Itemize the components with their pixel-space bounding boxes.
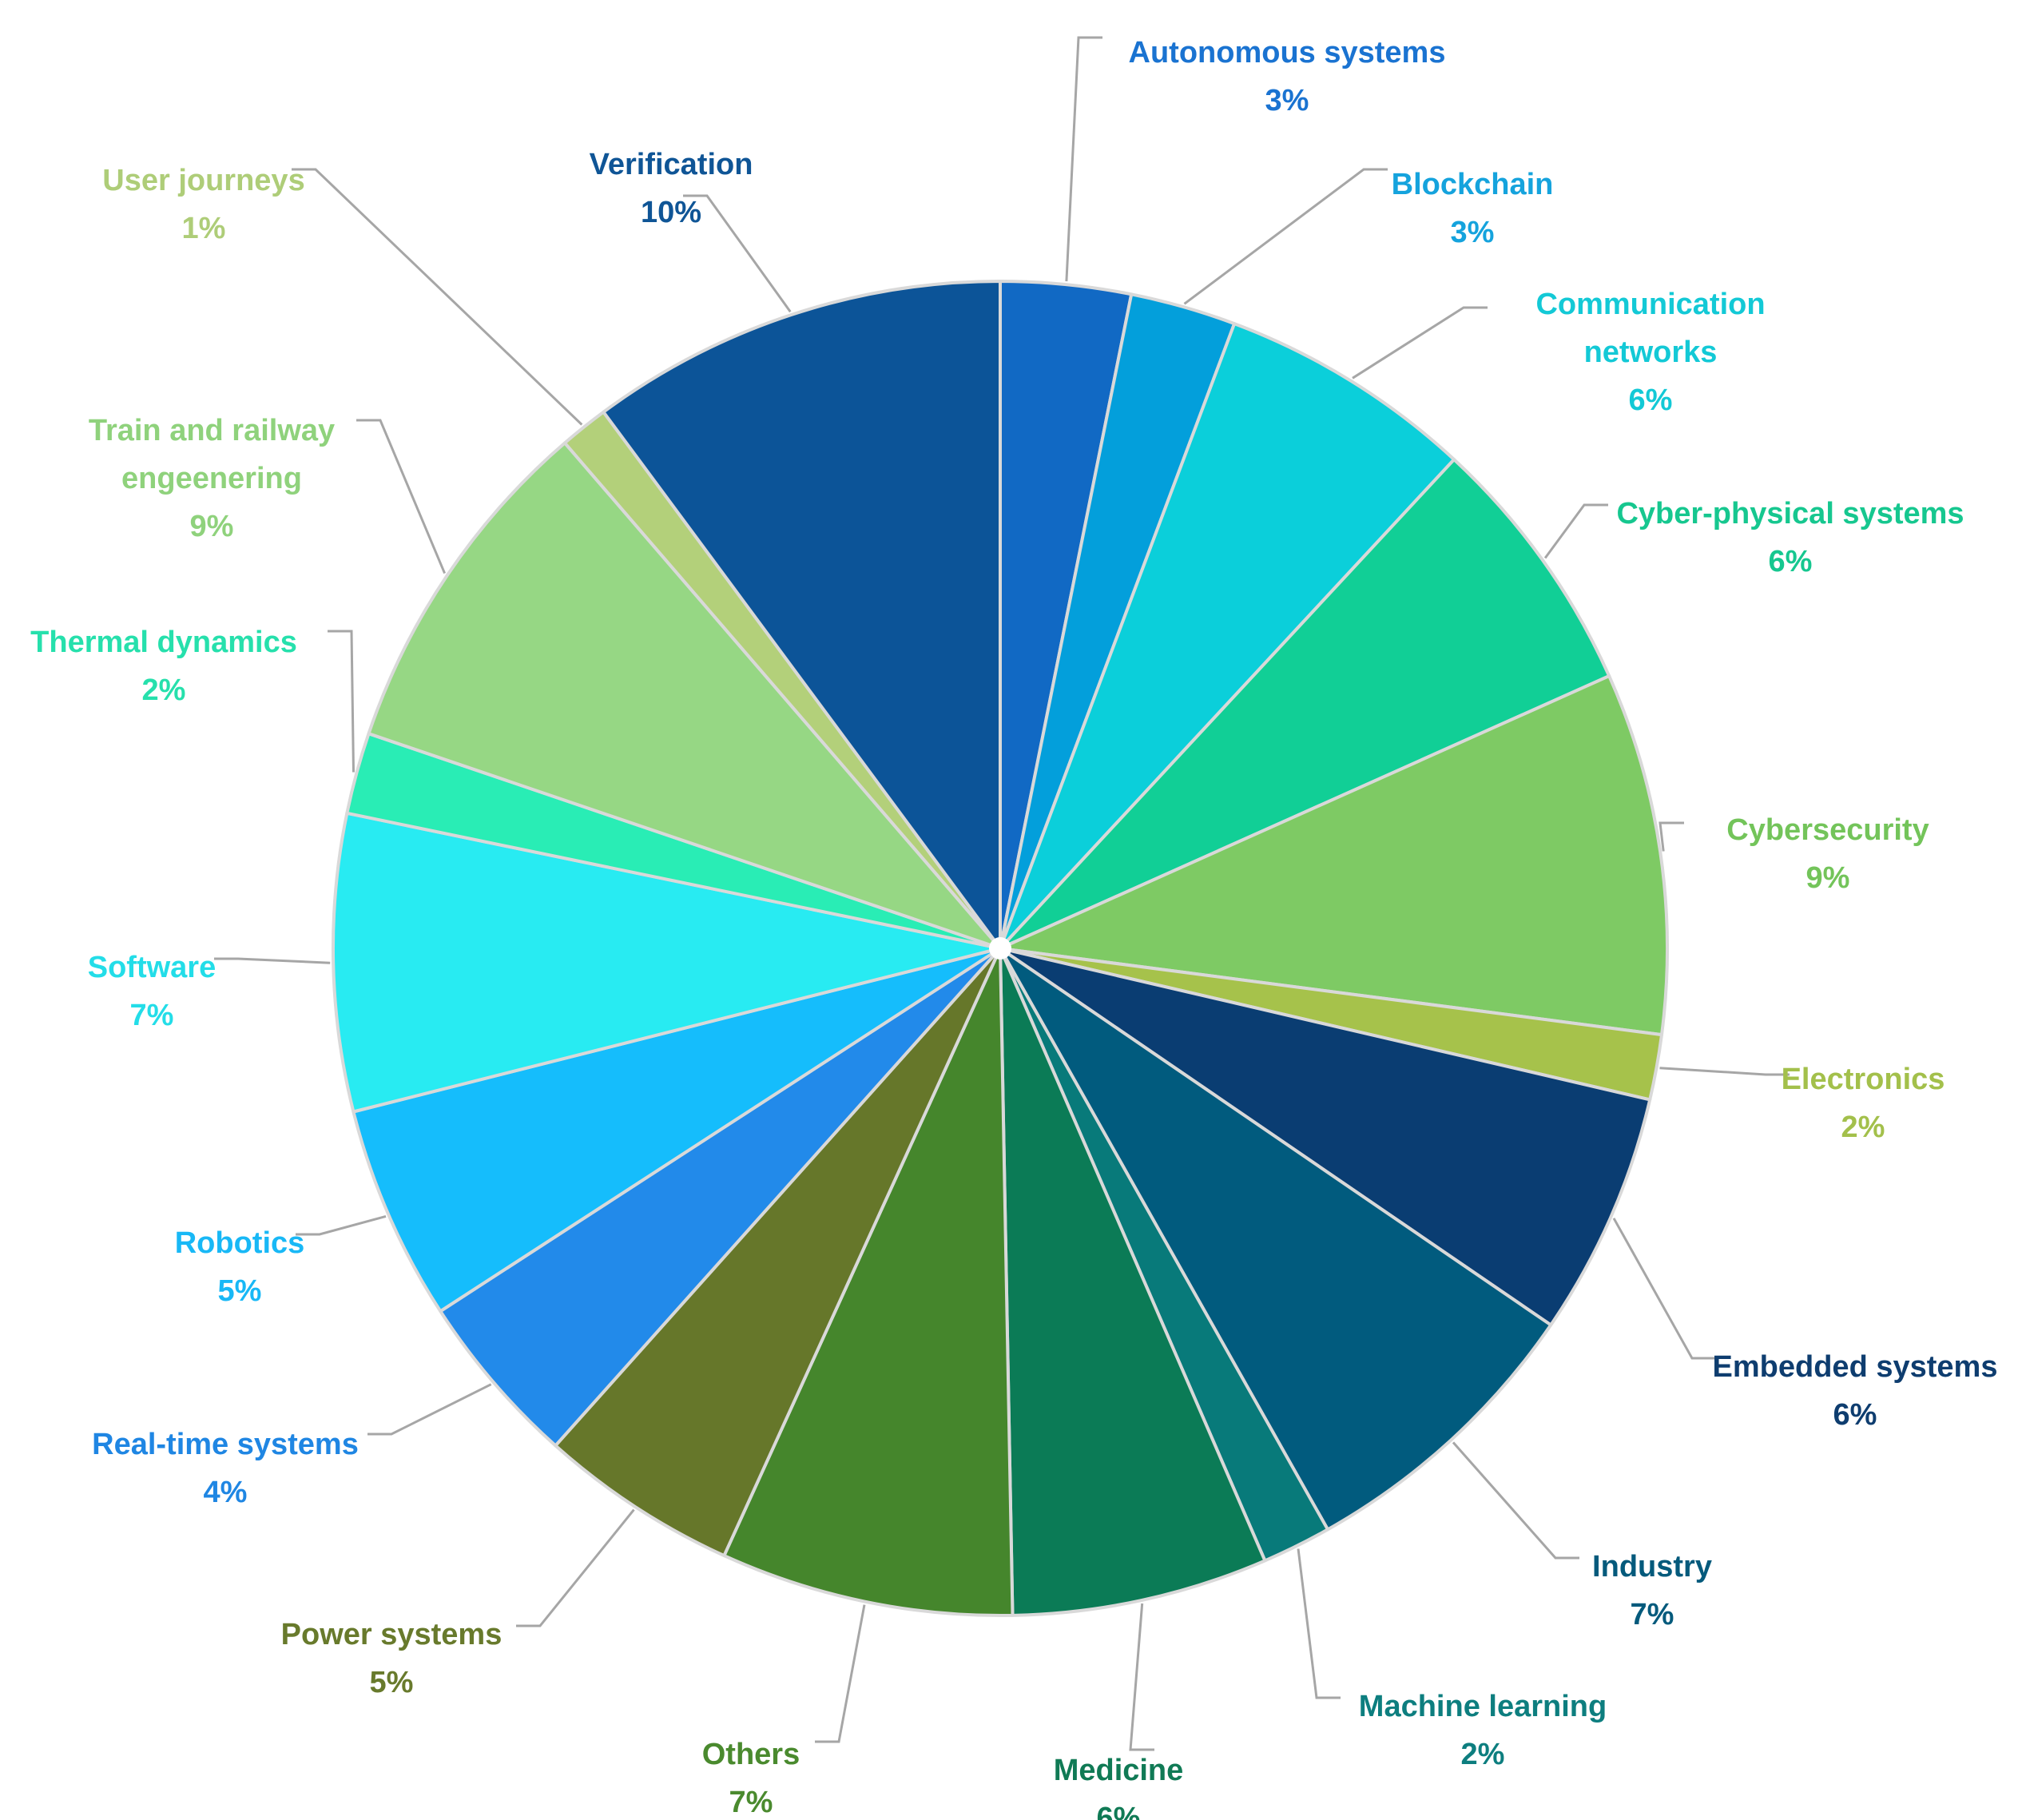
slice-percent: 6% (1097, 1802, 1141, 1820)
slice-percent: 7% (1631, 1598, 1674, 1631)
slice-percent: 6% (1833, 1398, 1877, 1432)
slice-label-others: Others 7% (702, 1738, 800, 1819)
slice-label-communication-networks: Communication networks 6% (1535, 288, 1765, 417)
slice-label-text: Embedded systems (1713, 1350, 1998, 1384)
pie-slice-others (722, 947, 1015, 1618)
leader-line-train-and-railway-engeenering (356, 419, 446, 574)
slice-percent: 5% (370, 1666, 414, 1699)
slice-percent: 5% (218, 1274, 262, 1308)
slice-label-text: Electronics (1782, 1063, 1945, 1096)
slice-label-text: Machine learning (1359, 1690, 1607, 1723)
pie-slice-software (331, 811, 1002, 1114)
leader-line-electronics (1659, 1067, 1790, 1076)
slice-label-text: networks (1584, 336, 1718, 369)
slice-label-text: engeenering (121, 462, 302, 495)
slice-label-text: User journeys (102, 164, 304, 197)
slice-label-text: Verification (590, 148, 753, 181)
pie-slice-cyber-physical-systems (999, 458, 1611, 950)
slice-label-text: Real-time systems (92, 1428, 359, 1461)
slice-label-text: Train and railway (89, 414, 335, 447)
slice-label-text: Others (702, 1738, 800, 1771)
leader-line-software (214, 957, 331, 964)
slice-label-blockchain: Blockchain 3% (1392, 168, 1554, 249)
leader-line-communication-networks (1352, 306, 1488, 379)
pie-slice-real-time-systems (439, 947, 1002, 1448)
slice-label-cyber-physical-systems: Cyber-physical systems 6% (1616, 497, 1964, 578)
slice-label-thermal-dynamics: Thermal dynamics 2% (30, 626, 297, 707)
leader-line-machine-learning (1297, 1548, 1341, 1699)
slice-label-user-journeys: User journeys 1% (102, 164, 304, 245)
slice-label-text: Cybersecurity (1726, 813, 1929, 847)
slice-percent: 6% (1769, 545, 1813, 578)
slice-label-industry: Industry 7% (1592, 1550, 1712, 1631)
slice-label-text: Blockchain (1392, 168, 1554, 201)
slice-label-autonomous-systems: Autonomous systems 3% (1129, 36, 1446, 117)
slice-label-text: Communication (1535, 288, 1765, 321)
slice-label-train-and-railway-engeenering: Train and railway engeenering 9% (89, 414, 335, 543)
leader-line-user-journeys (292, 168, 583, 426)
leader-line-cyber-physical-systems (1543, 503, 1608, 559)
slice-label-cybersecurity: Cybersecurity 9% (1726, 813, 1929, 895)
pie-slice-industry (999, 947, 1553, 1532)
pie-center (989, 937, 1011, 960)
leader-line-blockchain (1183, 168, 1388, 305)
slice-label-text: Cyber-physical systems (1616, 497, 1964, 531)
slice-percent: 9% (190, 510, 234, 543)
slice-percent: 2% (1461, 1738, 1505, 1771)
pie-slice-medicine (999, 947, 1267, 1617)
slice-percent: 7% (130, 999, 174, 1032)
leader-lines (214, 36, 1790, 1751)
pie-slice-robotics (352, 947, 1002, 1313)
leader-line-thermal-dynamics (328, 630, 355, 773)
slice-percent: 7% (729, 1786, 773, 1819)
slice-label-software: Software 7% (88, 951, 216, 1032)
slice-label-medicine: Medicine 6% (1054, 1754, 1184, 1820)
slice-label-text: Power systems (281, 1618, 503, 1651)
slice-label-text: Thermal dynamics (30, 626, 297, 659)
leader-line-industry (1452, 1441, 1579, 1560)
slice-label-power-systems: Power systems 5% (281, 1618, 503, 1699)
slice-label-robotics: Robotics 5% (175, 1226, 305, 1308)
slice-percent: 3% (1451, 216, 1495, 249)
leader-line-power-systems (516, 1508, 635, 1627)
leader-line-others (815, 1604, 866, 1743)
leader-line-verification (683, 194, 792, 313)
slice-percent: 10% (641, 196, 701, 229)
slice-label-text: Industry (1592, 1550, 1712, 1584)
slice-labels: Autonomous systems 3% Blockchain 3% Communic… (30, 36, 1997, 1820)
slice-label-text: Medicine (1054, 1754, 1184, 1787)
leader-line-embedded-systems (1612, 1218, 1716, 1360)
pie-slice-train-and-railway-engeenering (367, 441, 1002, 950)
leader-line-autonomous-systems (1065, 36, 1102, 282)
slice-label-text: Software (88, 951, 216, 984)
leader-line-cybersecurity (1659, 821, 1684, 852)
slice-percent: 9% (1806, 861, 1850, 895)
slice-label-real-time-systems: Real-time systems 4% (92, 1428, 359, 1509)
slice-percent: 2% (142, 674, 186, 707)
slice-label-text: Robotics (175, 1226, 305, 1260)
slice-label-embedded-systems: Embedded systems 6% (1713, 1350, 1998, 1432)
pie-slices (331, 280, 1669, 1618)
slice-label-machine-learning: Machine learning 2% (1359, 1690, 1607, 1771)
slice-percent: 3% (1265, 84, 1309, 117)
pie-slice-power-systems (554, 947, 1002, 1558)
slice-percent: 1% (182, 212, 226, 245)
slice-percent: 6% (1629, 383, 1673, 417)
slice-label-verification: Verification 10% (590, 148, 753, 229)
leader-line-real-time-systems (367, 1383, 492, 1436)
slice-percent: 2% (1841, 1111, 1885, 1144)
pie-slice-embedded-systems (999, 947, 1652, 1327)
pie-slice-verification (602, 280, 1002, 950)
leader-line-robotics (296, 1214, 387, 1236)
slice-label-text: Autonomous systems (1129, 36, 1446, 70)
slice-label-electronics: Electronics 2% (1782, 1063, 1945, 1144)
pie-slice-cybersecurity (999, 674, 1669, 1037)
slice-percent: 4% (204, 1476, 248, 1509)
pie-slice-communication-networks (999, 322, 1456, 950)
leader-line-medicine (1129, 1603, 1154, 1751)
